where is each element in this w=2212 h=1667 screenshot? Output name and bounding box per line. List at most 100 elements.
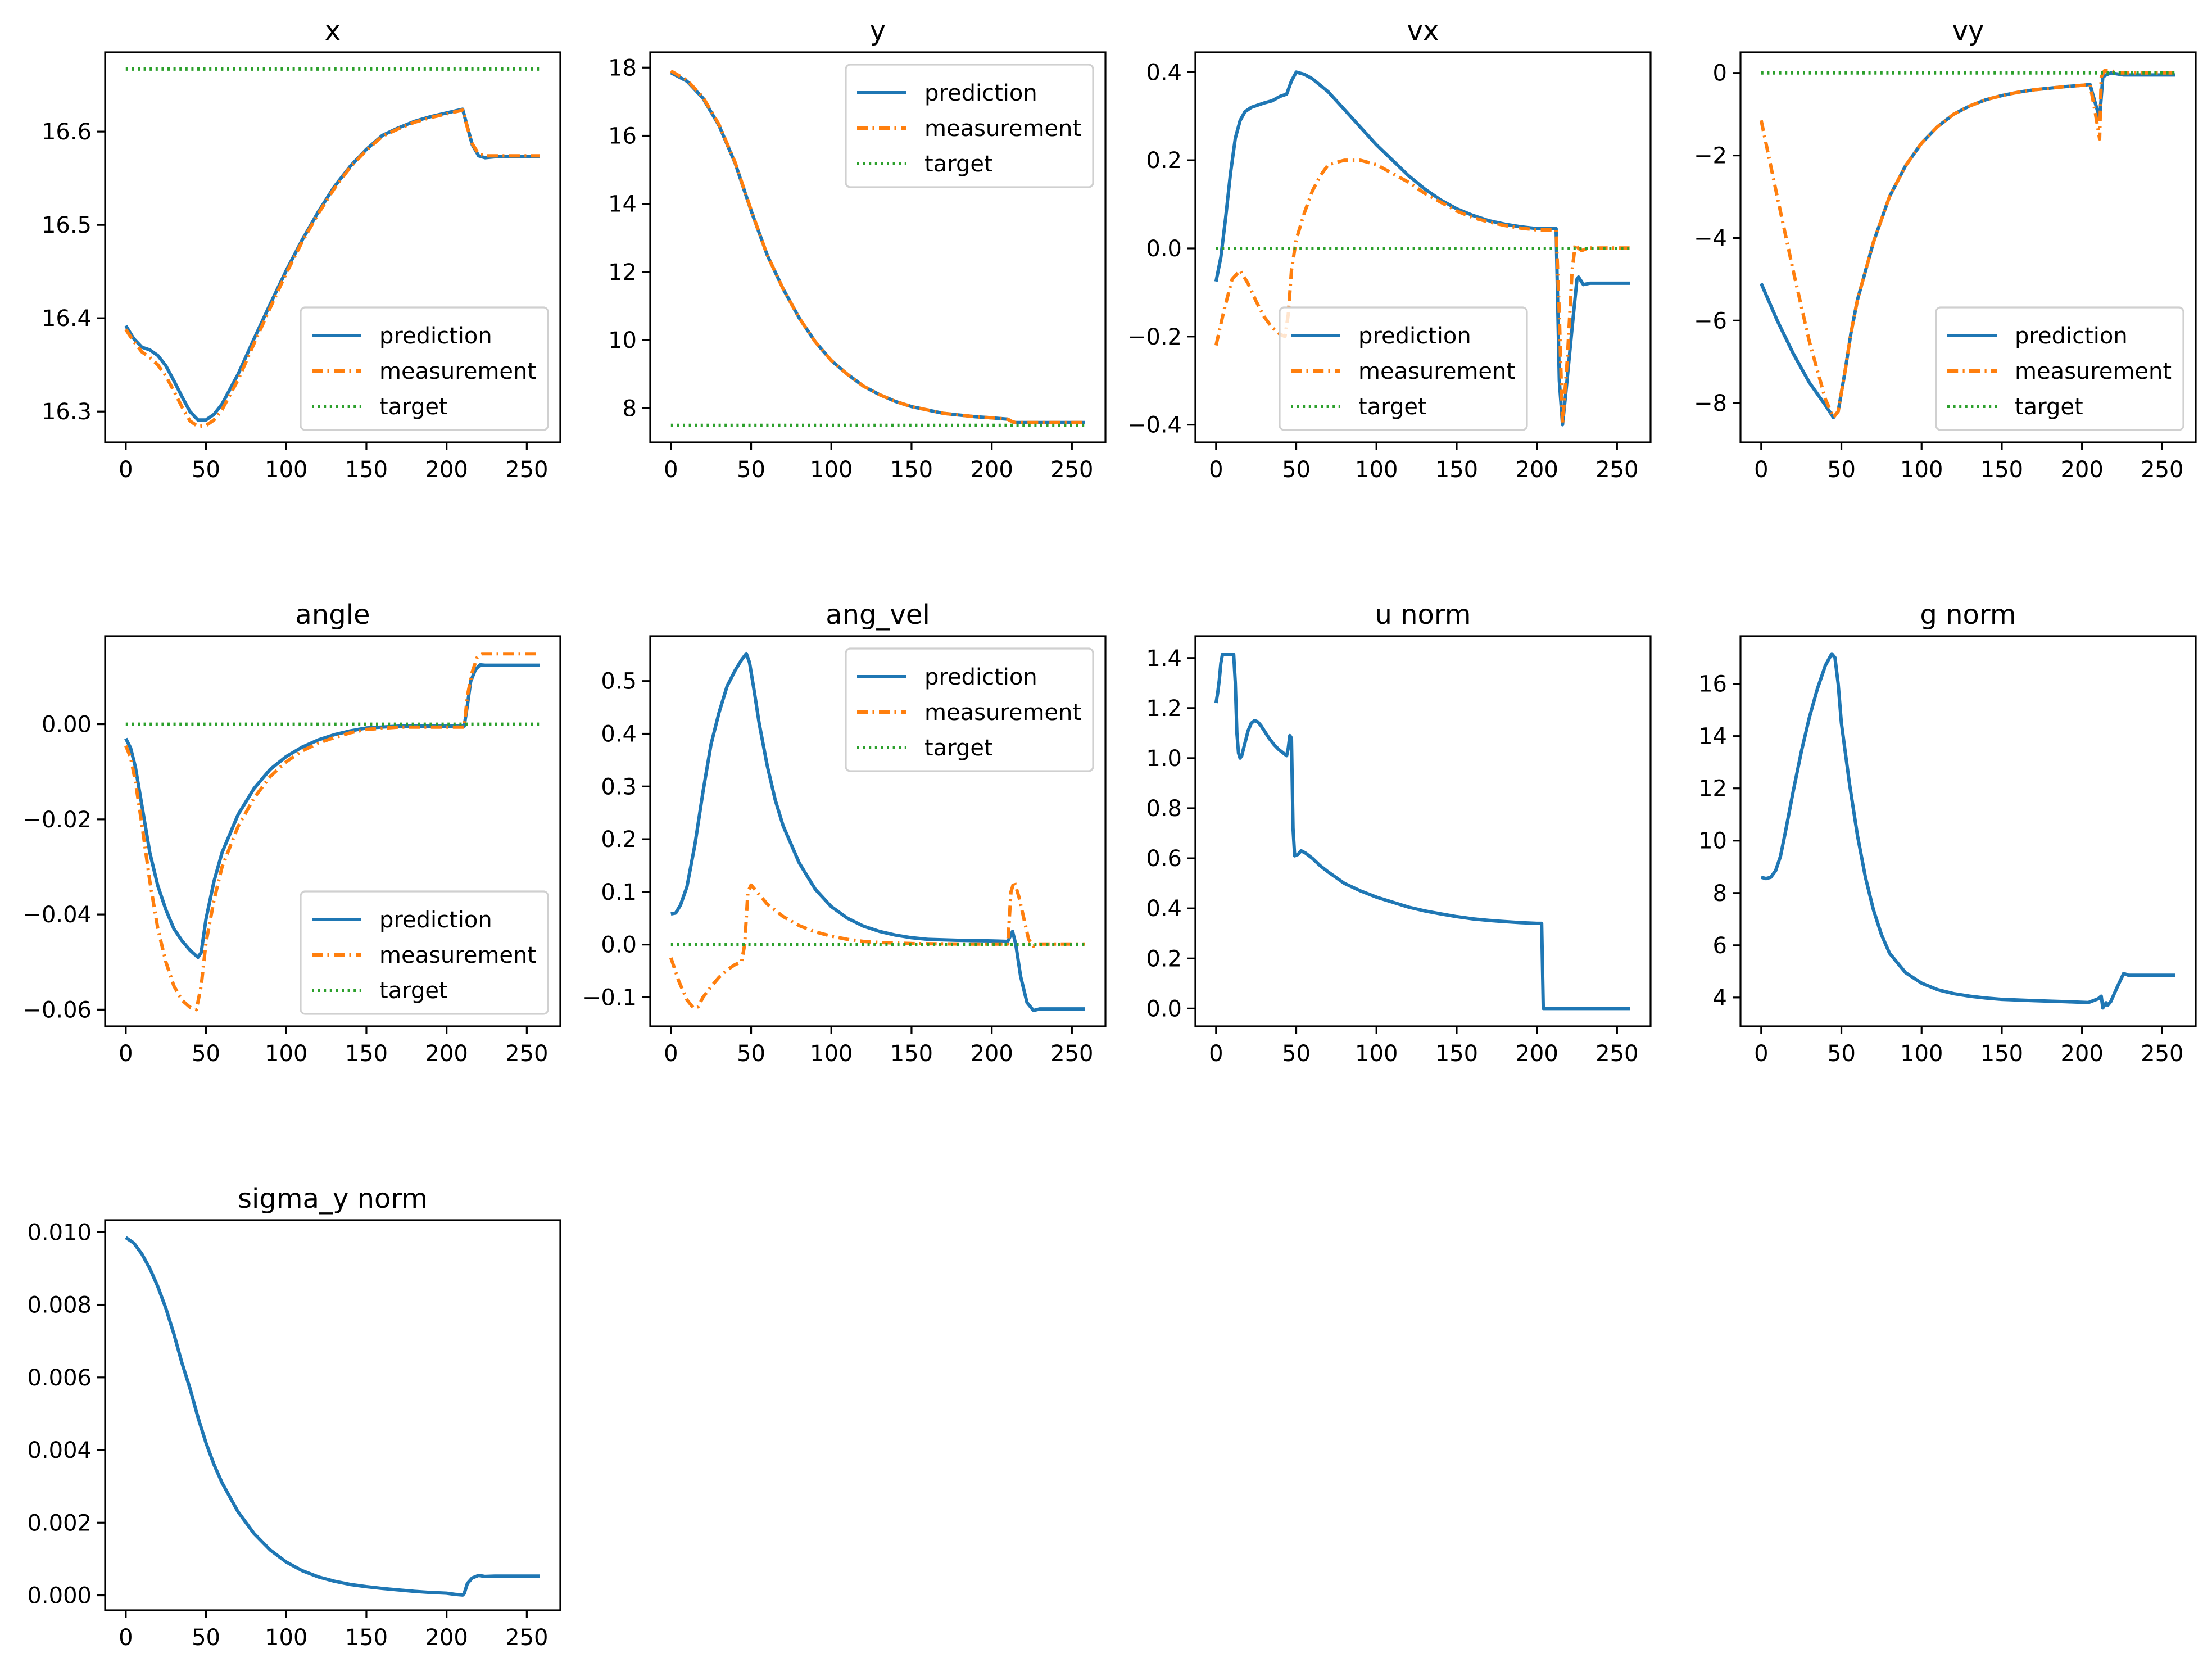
subplot-title: sigma_y norm xyxy=(238,1183,428,1215)
legend-label-target: target xyxy=(1358,394,1427,420)
y-tick-label: −0.4 xyxy=(1127,413,1182,438)
y-tick-label: 14 xyxy=(608,192,637,218)
y-tick-label: 10 xyxy=(1698,828,1727,854)
y-tick-label: 0.002 xyxy=(27,1510,92,1536)
x-tick-label: 0 xyxy=(1209,457,1223,483)
y-tick-label: 16 xyxy=(608,123,637,149)
legend: prediction measurement target xyxy=(845,64,1094,188)
y-tick-label: 0.008 xyxy=(27,1293,92,1319)
series-line-prediction xyxy=(670,71,1085,424)
y-tick-label: −6 xyxy=(1694,308,1727,334)
x-tick-label: 50 xyxy=(192,1041,220,1067)
legend-label-measurement: measurement xyxy=(924,116,1081,142)
subplot-title: g norm xyxy=(1920,599,2016,631)
x-tick-label: 100 xyxy=(810,457,853,483)
x-tick-label: 250 xyxy=(2141,457,2183,483)
series-line-u-norm xyxy=(1214,653,1630,1011)
x-tick-label: 250 xyxy=(2141,1041,2183,1067)
y-tick-label: −0.02 xyxy=(22,807,92,833)
legend-label-measurement: measurement xyxy=(1358,359,1515,384)
y-tick-label: 12 xyxy=(608,260,637,286)
y-tick-label: 16 xyxy=(1698,672,1727,697)
x-tick-label: 50 xyxy=(1827,457,1856,483)
x-tick-label: 200 xyxy=(425,457,468,483)
axes-frame xyxy=(649,635,1107,1027)
subplot-title: vx xyxy=(1407,15,1439,47)
y-tick-label: 0.006 xyxy=(27,1365,92,1391)
legend-label-target: target xyxy=(2015,394,2083,420)
axes-frame xyxy=(104,635,561,1027)
subplot-title: y xyxy=(870,15,886,47)
x-tick-label: 100 xyxy=(1900,1041,1943,1067)
y-tick-label: −2 xyxy=(1694,143,1727,169)
x-tick-label: 150 xyxy=(1980,457,2023,483)
y-tick-label: 0.8 xyxy=(1146,796,1182,822)
x-tick-label: 200 xyxy=(425,1625,468,1651)
series-line-measurement xyxy=(669,880,1085,1010)
x-tick-label: 200 xyxy=(2060,1041,2103,1067)
subplot-title: vy xyxy=(1952,15,1984,47)
subplot-vy: vy 0 50 100 150 200 250 −8 −6 −4 −2 0 prediction meas… xyxy=(1694,15,2197,483)
y-tick-label: 4 xyxy=(1713,985,1727,1011)
subplot-title: x xyxy=(325,15,341,47)
y-tick-label: 0.010 xyxy=(27,1220,92,1245)
x-tick-label: 50 xyxy=(1282,1041,1311,1067)
y-tick-label: 0.4 xyxy=(601,722,637,748)
subplot-title: angle xyxy=(295,599,370,631)
x-tick-label: 0 xyxy=(1754,457,1768,483)
y-tick-label: 0.0 xyxy=(1146,236,1182,262)
legend: prediction measurement target xyxy=(845,647,1094,772)
x-tick-label: 250 xyxy=(505,1041,548,1067)
y-tick-label: −0.04 xyxy=(22,902,92,928)
legend-label-prediction: prediction xyxy=(1358,323,1471,349)
x-tick-label: 0 xyxy=(1754,1041,1768,1067)
y-tick-label: 0.2 xyxy=(1146,946,1182,972)
x-tick-label: 100 xyxy=(265,1041,307,1067)
y-tick-label: 8 xyxy=(623,396,637,422)
axes-frame xyxy=(104,1219,561,1611)
x-tick-label: 0 xyxy=(1209,1041,1223,1067)
x-tick-label: 150 xyxy=(345,1625,388,1651)
y-tick-label: −0.1 xyxy=(582,985,637,1011)
x-tick-label: 200 xyxy=(425,1041,468,1067)
x-tick-label: 0 xyxy=(664,1041,678,1067)
x-tick-label: 50 xyxy=(737,1041,765,1067)
y-tick-label: 0 xyxy=(1713,61,1727,87)
series-line-g-norm xyxy=(1761,652,2175,1010)
y-tick-label: 0.2 xyxy=(1146,148,1182,174)
x-tick-label: 100 xyxy=(1355,457,1398,483)
y-tick-label: 0.00 xyxy=(42,712,92,738)
legend: prediction measurement target xyxy=(1279,306,1528,431)
y-tick-label: 10 xyxy=(608,328,637,354)
y-tick-label: 16.6 xyxy=(42,119,92,145)
series-line-measurement xyxy=(124,652,540,1012)
x-tick-label: 50 xyxy=(192,457,220,483)
y-tick-label: −0.06 xyxy=(22,997,92,1023)
legend: prediction measurement target xyxy=(1935,306,2184,431)
x-tick-label: 100 xyxy=(265,457,307,483)
x-tick-label: 150 xyxy=(890,1041,933,1067)
x-tick-label: 200 xyxy=(970,457,1013,483)
y-tick-label: 0.5 xyxy=(601,669,637,695)
y-tick-label: 8 xyxy=(1713,881,1727,907)
y-tick-label: 16.3 xyxy=(42,399,92,425)
y-tick-label: 12 xyxy=(1698,776,1727,802)
y-tick-label: 0.4 xyxy=(1146,60,1182,85)
x-tick-label: 100 xyxy=(265,1625,307,1651)
subplot-sigma-y-norm: sigma_y norm 0 50 100 150 200 250 0.000 0.002 0.0… xyxy=(27,1183,561,1651)
series-line-prediction xyxy=(670,651,1085,1012)
axes-frame xyxy=(649,51,1107,443)
y-tick-label: 0.0 xyxy=(1146,996,1182,1022)
subplot-title: u norm xyxy=(1375,599,1471,631)
x-tick-label: 150 xyxy=(345,1041,388,1067)
y-tick-label: 0.0 xyxy=(601,932,637,958)
x-tick-label: 0 xyxy=(664,457,678,483)
subplot-y: y 0 50 100 150 200 250 8 10 12 14 16 18 prediction mea… xyxy=(608,15,1107,483)
legend-box xyxy=(300,306,549,431)
legend-label-measurement: measurement xyxy=(379,359,536,384)
x-tick-label: 200 xyxy=(970,1041,1013,1067)
legend-label-prediction: prediction xyxy=(379,323,492,349)
x-tick-label: 250 xyxy=(1050,1041,1093,1067)
x-tick-label: 250 xyxy=(505,1625,548,1651)
